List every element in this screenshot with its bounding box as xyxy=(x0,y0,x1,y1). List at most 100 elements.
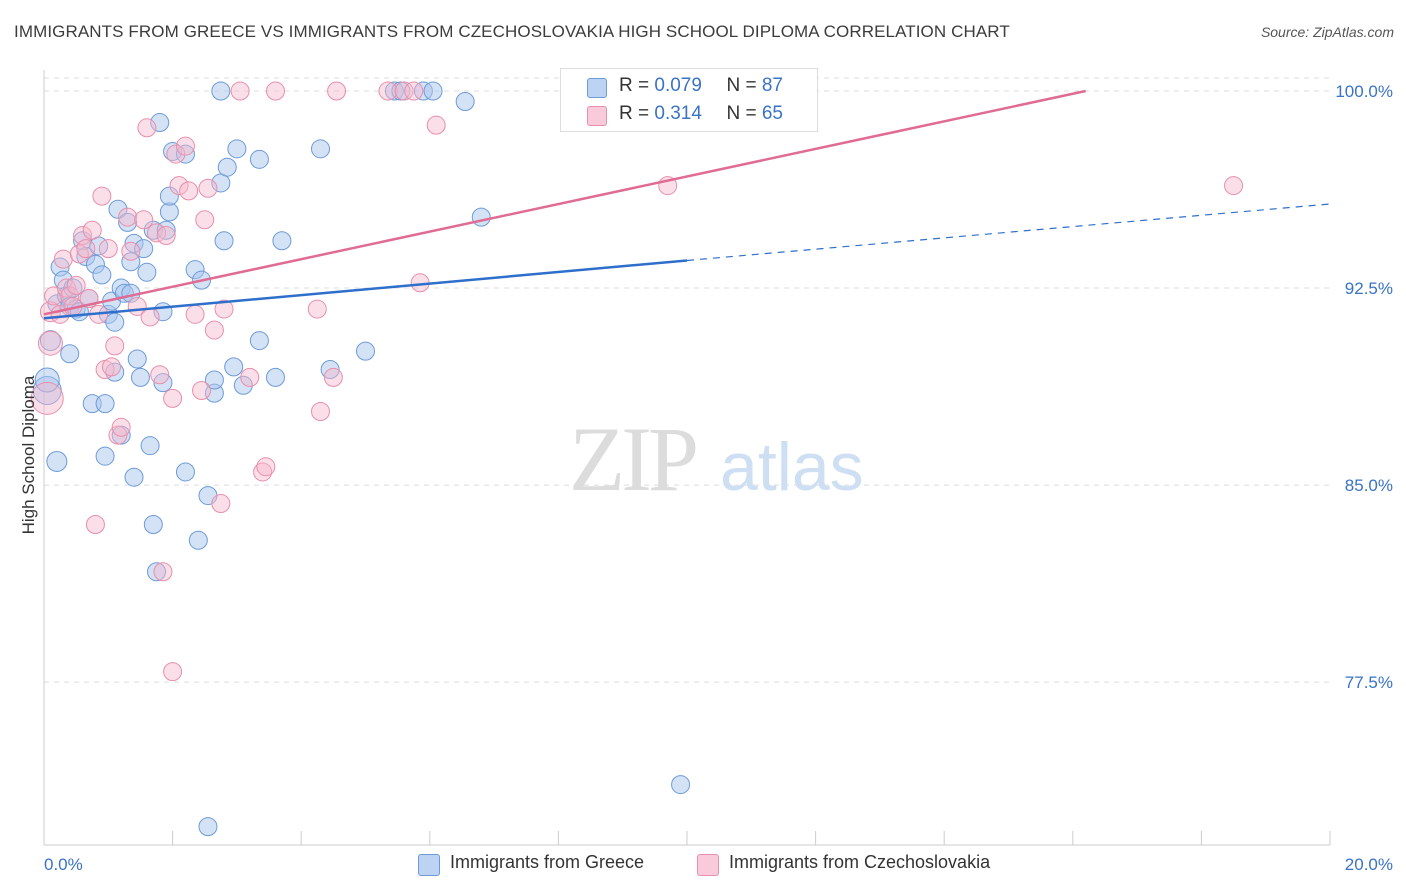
greece-point xyxy=(46,450,68,472)
axes xyxy=(43,70,1331,846)
czech-swatch xyxy=(587,106,607,126)
czech-point xyxy=(98,239,118,259)
y-tick-labels: 100.0% 92.5% 85.0% 77.5% xyxy=(1335,82,1393,692)
greece-point xyxy=(227,139,247,159)
czech-point xyxy=(169,176,189,196)
greece-point xyxy=(198,817,218,837)
czech-point xyxy=(327,81,347,101)
greece-legend-swatch xyxy=(418,854,440,876)
chart-title: IMMIGRANTS FROM GREECE VS IMMIGRANTS FRO… xyxy=(14,22,1010,41)
greece-point xyxy=(130,367,150,387)
czech-point xyxy=(256,457,276,477)
greece-point xyxy=(175,462,195,482)
czech-point xyxy=(92,186,112,206)
czech-point xyxy=(66,275,86,295)
greece-point xyxy=(124,467,144,487)
greece-point xyxy=(137,262,157,282)
czech-point xyxy=(118,207,138,227)
czech-point xyxy=(307,299,327,319)
greece-point xyxy=(310,139,330,159)
czech-point xyxy=(323,367,343,387)
greece-point xyxy=(143,514,163,534)
greece-r-label: R = xyxy=(619,75,655,96)
czech-point xyxy=(163,662,183,682)
czech-r-label: R = xyxy=(619,103,655,124)
czech-n-label: N = xyxy=(726,103,762,124)
greece-point xyxy=(320,359,340,379)
czech-point xyxy=(240,367,260,387)
czech-point xyxy=(404,81,424,101)
trend-lines xyxy=(43,89,1331,320)
czech-point xyxy=(198,178,218,198)
greece-point xyxy=(153,373,173,393)
y-tick-label: 85.0% xyxy=(1345,476,1393,495)
greece-point xyxy=(175,144,195,164)
greece-point xyxy=(159,186,179,206)
greece-point xyxy=(249,331,269,351)
czech-point xyxy=(30,381,64,415)
czech-point xyxy=(121,241,141,261)
x-tick-label: 0.0% xyxy=(44,855,83,874)
greece-point xyxy=(34,367,60,393)
greece-point xyxy=(249,149,269,169)
greece-point xyxy=(147,562,167,582)
greece-point xyxy=(224,357,244,377)
greece-point xyxy=(265,367,285,387)
czech-points xyxy=(30,81,1244,682)
czech-point xyxy=(179,181,199,201)
greece-point xyxy=(92,265,112,285)
greece-r-value: 0.079 xyxy=(654,75,702,96)
czech-point xyxy=(53,249,73,269)
watermark-atlas: atlas xyxy=(720,429,864,505)
czech-point xyxy=(163,388,183,408)
czech-point xyxy=(153,562,173,582)
czech-point xyxy=(111,417,131,437)
czech-point xyxy=(105,336,125,356)
greece-point xyxy=(204,370,224,390)
czech-legend-label: Immigrants from Czechoslovakia xyxy=(729,852,991,872)
czech-point xyxy=(37,330,63,356)
greece-point xyxy=(214,231,234,251)
greece-legend-label: Immigrants from Greece xyxy=(450,852,645,872)
greece-point xyxy=(233,375,253,395)
watermark-zip: ZIP xyxy=(569,408,696,510)
x-tick-label: 20.0% xyxy=(1345,855,1393,874)
greece-trend-line xyxy=(43,259,688,320)
czech-point xyxy=(253,462,273,482)
y-tick-label: 77.5% xyxy=(1345,673,1393,692)
greece-point xyxy=(272,231,292,251)
greece-n-value: 87 xyxy=(761,75,783,96)
czech-point xyxy=(150,365,170,385)
czech-point xyxy=(85,514,105,534)
y-axis-label: High School Diploma xyxy=(19,375,38,534)
x-tick-labels: 0.0% 20.0% xyxy=(44,855,1393,874)
greece-point xyxy=(118,212,138,232)
czech-point xyxy=(230,81,250,101)
czech-point xyxy=(310,402,330,422)
greece-trend-extension xyxy=(686,203,1331,262)
czech-r-value: 0.314 xyxy=(654,103,702,124)
czech-point xyxy=(192,381,212,401)
czech-point xyxy=(195,210,215,230)
greece-point xyxy=(188,530,208,550)
czech-point xyxy=(211,493,231,513)
stats-legend: R = 0.079 N = 87 R = 0.314 N = 65 xyxy=(560,68,818,132)
czech-point xyxy=(140,307,160,327)
czech-point xyxy=(166,144,186,164)
czech-point xyxy=(82,220,102,240)
greece-point xyxy=(455,92,475,112)
greece-point xyxy=(140,436,160,456)
greece-point xyxy=(471,207,491,227)
greece-point xyxy=(671,775,691,795)
greece-point xyxy=(356,341,375,361)
greece-point xyxy=(60,344,80,364)
greece-point xyxy=(108,199,128,219)
greece-point xyxy=(127,349,147,369)
greece-point xyxy=(211,81,231,101)
czech-point xyxy=(426,115,446,135)
czech-point xyxy=(156,226,176,246)
czech-point xyxy=(108,425,128,445)
greece-n-label: N = xyxy=(726,75,762,96)
watermark: ZIP atlas xyxy=(569,408,864,510)
